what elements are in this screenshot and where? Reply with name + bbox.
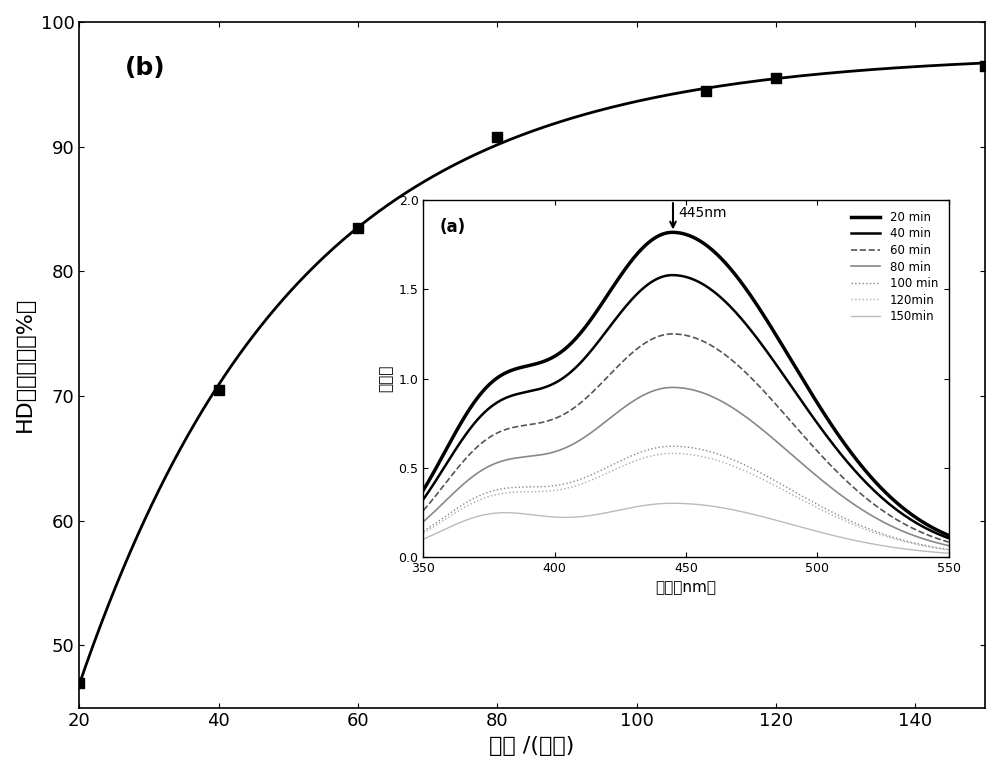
X-axis label: 时间 /(分钟): 时间 /(分钟) — [489, 736, 575, 756]
Y-axis label: HD的消解率（%）: HD的消解率（%） — [15, 297, 35, 433]
Point — [350, 221, 366, 234]
Point — [768, 72, 784, 84]
Point — [698, 84, 714, 96]
Point — [211, 383, 227, 396]
Point — [71, 676, 87, 689]
Point — [489, 130, 505, 143]
Text: (b): (b) — [125, 56, 165, 80]
Point — [977, 59, 993, 72]
